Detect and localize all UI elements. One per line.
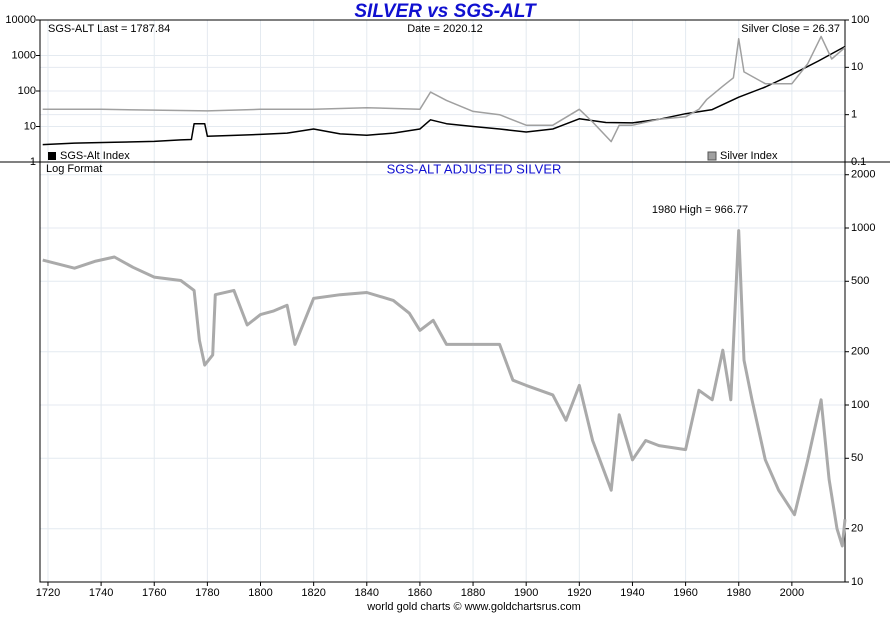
y-tick-label: 100: [851, 399, 869, 411]
y-tick-label: 100: [851, 14, 869, 26]
y-tick-label: 500: [851, 275, 869, 287]
note: Log Format: [46, 163, 102, 175]
x-tick-label: 1780: [195, 587, 219, 599]
x-tick-label: 1720: [36, 587, 60, 599]
x-tick-label: 1880: [461, 587, 485, 599]
y-tick-label: 1000: [12, 49, 36, 61]
y-tick-label: 10: [851, 576, 863, 588]
y-tick-label: 200: [851, 346, 869, 358]
legend-label: Silver Index: [720, 150, 778, 162]
x-tick-label: 1760: [142, 587, 166, 599]
y-tick-label: 10000: [5, 14, 36, 26]
legend-label: SGS-Alt Index: [60, 150, 130, 162]
x-tick-label: 1900: [514, 587, 538, 599]
x-tick-label: 1840: [355, 587, 379, 599]
subtitle: SGS-ALT ADJUSTED SILVER: [387, 161, 562, 176]
legend-swatch: [707, 151, 717, 161]
annotation: Silver Close = 26.37: [741, 23, 840, 35]
x-tick-label: 1860: [408, 587, 432, 599]
y-tick-label: 20: [851, 523, 863, 535]
series-line: [42, 229, 847, 548]
x-tick-label: 2000: [780, 587, 804, 599]
y-tick-label: 100: [18, 85, 36, 97]
annotation: 1980 High = 966.77: [652, 204, 748, 216]
x-tick-label: 1800: [248, 587, 272, 599]
chart-title: SILVER vs SGS-ALT: [354, 1, 537, 22]
plot-frame: [39, 19, 846, 583]
x-tick-label: 1940: [620, 587, 644, 599]
legend-swatch: [48, 152, 56, 160]
x-tick-label: 1920: [567, 587, 591, 599]
annotation: SGS-ALT Last = 1787.84: [48, 23, 170, 35]
y-tick-label: 1000: [851, 222, 875, 234]
y-tick-label: 0.1: [851, 156, 866, 168]
annotation: Date = 2020.12: [407, 23, 483, 35]
x-tick-label: 1820: [301, 587, 325, 599]
series-line: [42, 45, 846, 146]
footer: world gold charts © www.goldchartsrus.co…: [366, 601, 581, 613]
y-tick-label: 10: [24, 120, 36, 132]
x-tick-label: 1740: [89, 587, 113, 599]
x-tick-label: 1960: [673, 587, 697, 599]
series-line: [42, 35, 846, 143]
y-tick-label: 1: [30, 156, 36, 168]
x-tick-label: 1980: [726, 587, 750, 599]
y-tick-label: 2000: [851, 169, 875, 181]
y-tick-label: 50: [851, 452, 863, 464]
y-tick-label: 10: [851, 61, 863, 73]
y-tick-label: 1: [851, 109, 857, 121]
